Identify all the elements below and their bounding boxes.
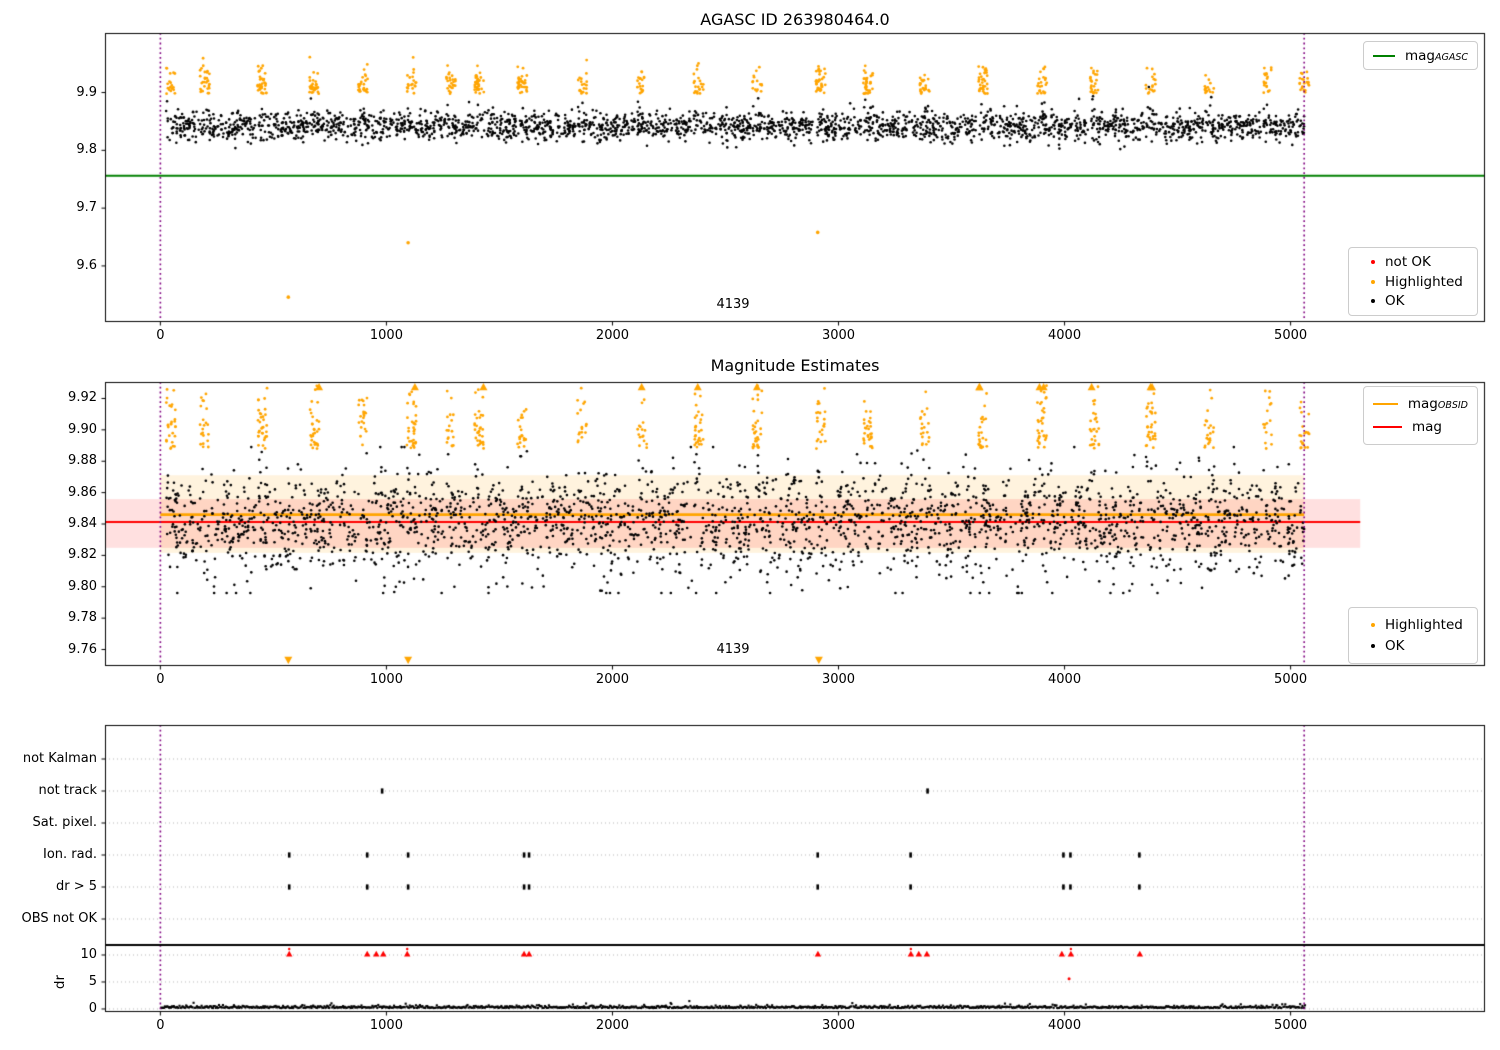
legend-label: OK	[1385, 638, 1405, 655]
legend-top-markers: not OK Highlighted OK	[1348, 247, 1478, 316]
middle-y-tick-label: 9.92	[68, 390, 97, 406]
dr-y-tick-label: 0	[88, 1000, 97, 1016]
middle-x-tick-label: 4000	[1048, 672, 1082, 687]
legend-label: OK	[1385, 292, 1405, 309]
ok-marker	[1371, 298, 1375, 303]
middle-y-tick-label: 9.76	[68, 641, 97, 657]
legend-item-mag: mag	[1373, 419, 1468, 435]
top-y-tick-label: 9.6	[76, 257, 97, 273]
legend-item-ok: OK	[1358, 293, 1468, 309]
flag-category-label: not Kalman	[22, 751, 97, 766]
bottom-x-tick-label: 3000	[821, 1018, 856, 1033]
dr-axis-label: dr	[52, 974, 68, 990]
top-x-tick-label: 0	[156, 328, 165, 343]
top-plot-title: AGASC ID 263980464.0	[700, 10, 890, 29]
flag-category-label: dr > 5	[55, 879, 97, 894]
top-y-tick-label: 9.7	[76, 200, 97, 216]
flag-category-label: not track	[38, 783, 97, 798]
middle-x-tick-label: 5000	[1274, 672, 1308, 687]
highlighted-marker	[1371, 622, 1375, 627]
flag-category-label: OBS not OK	[21, 911, 98, 926]
top-y-tick-label: 9.9	[76, 84, 97, 100]
legend-label: not OK	[1385, 254, 1431, 271]
legend-label: magOBSID	[1407, 396, 1468, 413]
bottom-x-tick-label: 1000	[369, 1018, 403, 1033]
legend-label: mag	[1412, 418, 1442, 435]
flag-category-label: Ion. rad.	[43, 847, 97, 862]
top-y-tick-label: 9.8	[76, 142, 97, 158]
flag-category-label: Sat. pixel.	[32, 815, 97, 830]
legend-item-ok: OK	[1358, 638, 1468, 654]
middle-y-tick-label: 9.82	[68, 547, 97, 563]
top-x-tick-label: 4000	[1048, 328, 1082, 343]
legend-mag-lines: magOBSID mag	[1363, 386, 1478, 445]
middle-y-tick-label: 9.80	[68, 578, 97, 594]
middle-y-tick-label: 9.88	[68, 453, 97, 469]
ok-marker	[1371, 644, 1375, 649]
middle-y-tick-label: 9.78	[68, 610, 97, 626]
mag-obsid-line-sample	[1373, 403, 1398, 406]
top-x-tick-label: 3000	[821, 328, 856, 343]
middle-plot-title: Magnitude Estimates	[710, 356, 880, 375]
top-x-tick-label: 1000	[369, 328, 403, 343]
not-ok-marker	[1371, 260, 1375, 265]
legend-label: Highlighted	[1385, 273, 1463, 290]
middle-y-tick-label: 9.90	[68, 421, 97, 437]
middle-x-tick-label: 1000	[369, 672, 403, 687]
legend-item-not-ok: not OK	[1358, 254, 1468, 270]
legend-item-highlighted: Highlighted	[1358, 274, 1468, 290]
middle-obsid-annotation: 4139	[716, 642, 750, 657]
bottom-x-tick-label: 5000	[1274, 1018, 1308, 1033]
bottom-x-tick-label: 0	[156, 1018, 165, 1033]
middle-x-tick-label: 0	[156, 672, 165, 687]
middle-x-tick-label: 3000	[821, 672, 856, 687]
top-x-tick-label: 5000	[1274, 328, 1308, 343]
mag-agasc-line-sample	[1373, 54, 1395, 57]
mag-line-sample	[1373, 425, 1402, 428]
legend-middle-markers: Highlighted OK	[1348, 607, 1478, 664]
legend-item-mag-obsid: magOBSID	[1373, 396, 1468, 412]
top-obsid-annotation: 4139	[716, 297, 750, 312]
highlighted-marker	[1371, 279, 1375, 284]
dr-y-tick-label: 5	[88, 973, 97, 989]
legend-item-highlighted: Highlighted	[1358, 617, 1468, 633]
bottom-x-tick-label: 2000	[595, 1018, 630, 1033]
middle-y-tick-label: 9.86	[68, 484, 97, 500]
top-x-tick-label: 2000	[595, 328, 630, 343]
legend-item-mag-agasc: magAGASC	[1373, 48, 1468, 64]
legend-label: Highlighted	[1385, 616, 1463, 633]
legend-mag-agasc: magAGASC	[1363, 41, 1478, 70]
dr-y-tick-label: 10	[80, 946, 97, 962]
middle-y-tick-label: 9.84	[68, 516, 97, 531]
middle-x-tick-label: 2000	[595, 672, 630, 687]
bottom-x-tick-label: 4000	[1048, 1018, 1082, 1033]
legend-label: magAGASC	[1404, 47, 1468, 64]
